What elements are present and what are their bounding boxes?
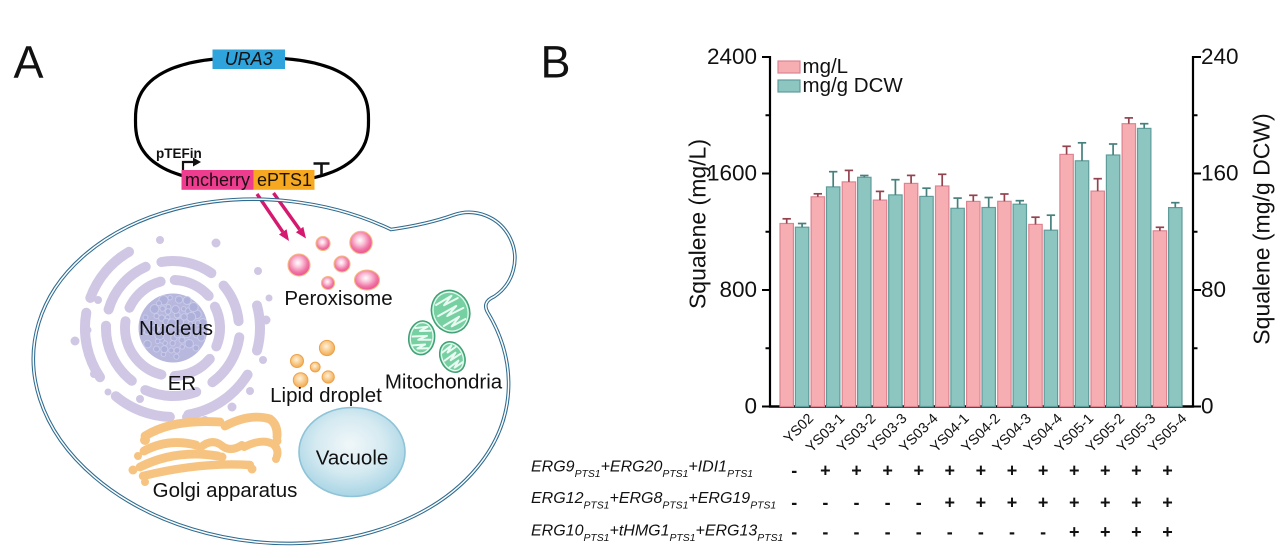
svg-text:-: - xyxy=(1040,522,1046,542)
svg-text:-: - xyxy=(947,522,953,542)
svg-text:A: A xyxy=(14,37,44,88)
svg-text:80: 80 xyxy=(1201,277,1226,302)
svg-text:+: + xyxy=(1162,522,1173,542)
svg-text:+: + xyxy=(1131,460,1142,480)
svg-text:+: + xyxy=(913,460,924,480)
svg-text:+: + xyxy=(1038,460,1049,480)
svg-text:+: + xyxy=(1131,492,1142,512)
svg-text:160: 160 xyxy=(1201,160,1239,185)
svg-text:+: + xyxy=(1069,492,1080,512)
svg-text:pTEFin: pTEFin xyxy=(156,146,202,161)
svg-text:+: + xyxy=(1131,522,1142,542)
svg-text:mg/g DCW: mg/g DCW xyxy=(803,74,904,97)
svg-text:Peroxisome: Peroxisome xyxy=(284,287,392,310)
svg-text:-: - xyxy=(916,522,922,542)
svg-text:-: - xyxy=(854,522,860,542)
svg-text:Squalene (mg/g DCW): Squalene (mg/g DCW) xyxy=(1249,113,1275,344)
svg-text:-: - xyxy=(885,492,891,512)
svg-text:+: + xyxy=(1100,460,1111,480)
svg-text:ER: ER xyxy=(168,372,196,395)
svg-text:+: + xyxy=(1007,460,1018,480)
svg-text:-: - xyxy=(916,492,922,512)
svg-text:-: - xyxy=(854,492,860,512)
svg-text:mcherry: mcherry xyxy=(185,170,250,190)
svg-text:+: + xyxy=(1069,460,1080,480)
svg-text:+: + xyxy=(1100,522,1111,542)
svg-text:-: - xyxy=(978,522,984,542)
svg-text:+: + xyxy=(882,460,893,480)
svg-text:ERG12PTS1+ERG8PTS1+ERG19PTS1: ERG12PTS1+ERG8PTS1+ERG19PTS1 xyxy=(531,490,776,512)
svg-text:ERG10PTS1+tHMG1PTS1+ERG13PTS1: ERG10PTS1+tHMG1PTS1+ERG13PTS1 xyxy=(531,523,783,545)
svg-text:URA3: URA3 xyxy=(225,49,273,69)
svg-text:+: + xyxy=(976,492,987,512)
svg-text:+: + xyxy=(945,492,956,512)
svg-text:240: 240 xyxy=(1201,44,1239,69)
svg-text:0: 0 xyxy=(744,393,757,418)
svg-text:+: + xyxy=(820,460,831,480)
svg-text:+: + xyxy=(976,460,987,480)
svg-text:Lipid droplet: Lipid droplet xyxy=(270,384,382,407)
svg-text:2400: 2400 xyxy=(707,44,757,69)
svg-text:+: + xyxy=(1007,492,1018,512)
svg-text:+: + xyxy=(1162,460,1173,480)
svg-text:+: + xyxy=(1069,522,1080,542)
svg-text:1600: 1600 xyxy=(707,160,757,185)
svg-text:ePTS1: ePTS1 xyxy=(257,170,312,190)
svg-text:-: - xyxy=(791,492,797,512)
svg-text:-: - xyxy=(791,460,797,480)
svg-text:Squalene (mg/L): Squalene (mg/L) xyxy=(685,139,711,309)
svg-text:Nucleus: Nucleus xyxy=(139,317,213,340)
svg-text:-: - xyxy=(1009,522,1015,542)
svg-text:ERG9PTS1+ERG20PTS1+IDI1PTS1: ERG9PTS1+ERG20PTS1+IDI1PTS1 xyxy=(531,459,753,481)
svg-text:-: - xyxy=(822,522,828,542)
svg-text:0: 0 xyxy=(1201,393,1214,418)
svg-text:800: 800 xyxy=(719,277,757,302)
svg-text:Golgi apparatus: Golgi apparatus xyxy=(153,479,298,502)
svg-text:-: - xyxy=(822,492,828,512)
svg-text:+: + xyxy=(1162,492,1173,512)
svg-text:+: + xyxy=(945,460,956,480)
svg-text:B: B xyxy=(541,37,571,88)
svg-text:mg/L: mg/L xyxy=(803,55,849,78)
svg-text:+: + xyxy=(1100,492,1111,512)
svg-text:Mitochondria: Mitochondria xyxy=(385,371,503,394)
svg-text:+: + xyxy=(1038,492,1049,512)
svg-text:-: - xyxy=(791,522,797,542)
svg-text:-: - xyxy=(885,522,891,542)
svg-text:Vacuole: Vacuole xyxy=(316,447,389,470)
svg-text:+: + xyxy=(851,460,862,480)
